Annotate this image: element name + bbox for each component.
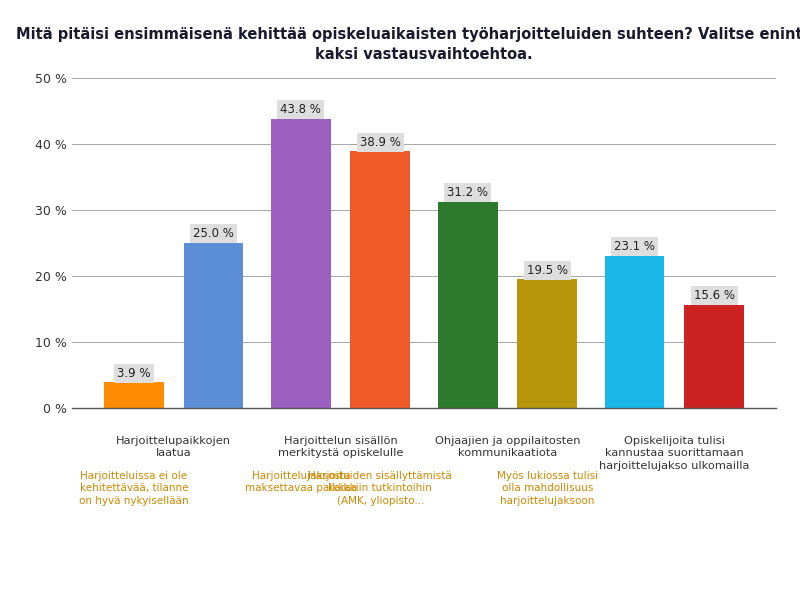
Bar bbox=[183, 243, 243, 408]
Text: Harjoittelujaksosta
maksettavaa palkkaa: Harjoittelujaksosta maksettavaa palkkaa bbox=[245, 471, 357, 493]
Text: 3.9 %: 3.9 % bbox=[117, 367, 150, 380]
Text: 38.9 %: 38.9 % bbox=[360, 136, 401, 149]
Text: Harjoitteluissa ei ole
kehitettävää, tilanne
on hyvä nykyisellään: Harjoitteluissa ei ole kehitettävää, til… bbox=[79, 471, 189, 505]
Text: Opiskelijoita tulisi
kannustaa suorittamaan
harjoittelujakso ulkomailla: Opiskelijoita tulisi kannustaa suorittam… bbox=[599, 436, 750, 470]
Bar bbox=[350, 151, 410, 408]
Text: Harjoituiden sisällyttämistä
kaikkiin tutkintoihin
(AMK, yliopisto...: Harjoituiden sisällyttämistä kaikkiin tu… bbox=[308, 471, 452, 505]
Text: 31.2 %: 31.2 % bbox=[447, 187, 488, 199]
Bar bbox=[438, 202, 498, 408]
Text: Harjoittelupaikkojen
laatua: Harjoittelupaikkojen laatua bbox=[116, 436, 231, 458]
Text: Harjoittelun sisällön
merkitystä opiskelulle: Harjoittelun sisällön merkitystä opiskel… bbox=[278, 436, 403, 458]
Text: 19.5 %: 19.5 % bbox=[526, 263, 568, 277]
Text: 43.8 %: 43.8 % bbox=[280, 103, 322, 116]
Title: Mitä pitäisi ensimmäisenä kehittää opiskeluaikaisten työharjoitteluiden suhteen?: Mitä pitäisi ensimmäisenä kehittää opisk… bbox=[15, 27, 800, 62]
Bar bbox=[684, 305, 744, 408]
Bar bbox=[104, 382, 164, 408]
Bar bbox=[518, 280, 577, 408]
Text: Myös lukiossa tulisi
olla mahdollisuus
harjoittelujaksoon: Myös lukiossa tulisi olla mahdollisuus h… bbox=[497, 471, 598, 505]
Text: 23.1 %: 23.1 % bbox=[614, 240, 655, 253]
Bar bbox=[605, 256, 665, 408]
Bar bbox=[271, 119, 330, 408]
Text: 25.0 %: 25.0 % bbox=[193, 227, 234, 241]
Text: Ohjaajien ja oppilaitosten
kommunikaatiota: Ohjaajien ja oppilaitosten kommunikaatio… bbox=[434, 436, 580, 458]
Text: 15.6 %: 15.6 % bbox=[694, 289, 734, 302]
